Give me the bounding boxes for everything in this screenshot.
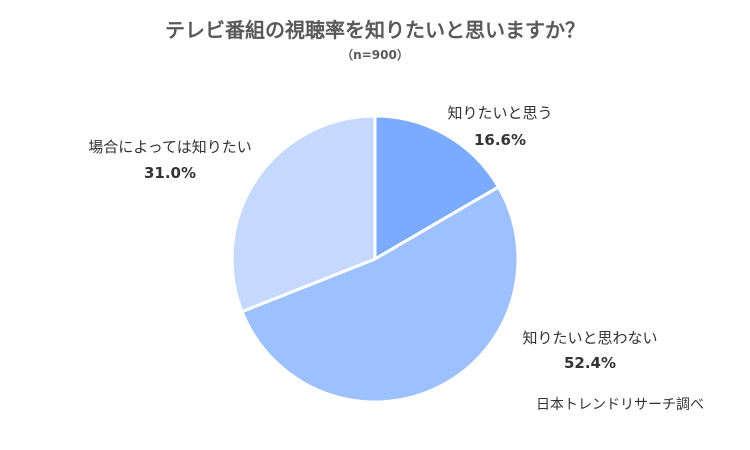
slice-value-label-1: 52.4%	[564, 354, 616, 372]
slice-category-label-2: 場合によっては知りたい	[88, 138, 252, 156]
slice-category-label-1: 知りたいと思わない	[522, 329, 657, 347]
pie-slice-2	[230, 114, 377, 314]
chart-subtitle: （n=900）	[341, 47, 409, 62]
slice-value-label-2: 31.0%	[144, 164, 196, 182]
pie-slice-1	[240, 184, 520, 404]
slice-category-label-0: 知りたいと思う	[447, 104, 552, 122]
pie-slice-0	[373, 114, 501, 262]
pie-slices	[230, 114, 520, 404]
source-note: 日本トレンドリサーチ調べ	[536, 397, 704, 413]
chart-title: テレビ番組の視聴率を知りたいと思いますか？	[165, 18, 585, 42]
slice-value-label-0: 16.6%	[474, 131, 526, 149]
